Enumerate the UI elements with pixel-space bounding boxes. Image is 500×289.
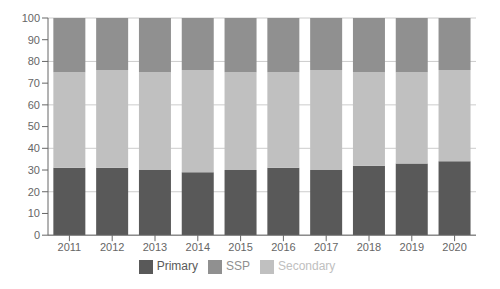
svg-text:30: 30 [28, 164, 40, 176]
html-text:Secondary: Secondary [278, 259, 336, 274]
svg-text:2011: 2011 [58, 241, 82, 253]
svg-text:2016: 2016 [271, 241, 295, 253]
svg-text:70: 70 [28, 77, 40, 89]
svg-text:2017: 2017 [314, 241, 338, 253]
svg-text:2012: 2012 [100, 241, 124, 253]
svg-text:40: 40 [28, 142, 40, 154]
html-text:SSP: SSP [226, 259, 250, 274]
svg-text:100: 100 [22, 12, 40, 24]
svg-text:2019: 2019 [400, 241, 424, 253]
svg-text:80: 80 [28, 55, 40, 67]
svg-text:2015: 2015 [228, 241, 252, 253]
svg-text:90: 90 [28, 34, 40, 46]
svg-text:2018: 2018 [357, 241, 381, 253]
html-text:Primary: Primary [156, 259, 198, 274]
svg-text:50: 50 [28, 120, 40, 132]
svg-text:2014: 2014 [186, 241, 210, 253]
svg-text:2013: 2013 [143, 241, 167, 253]
svg-text:60: 60 [28, 99, 40, 111]
svg-text:10: 10 [28, 207, 40, 219]
svg-text:2020: 2020 [442, 241, 466, 253]
svg-text:0: 0 [34, 229, 40, 241]
svg-text:20: 20 [28, 186, 40, 198]
